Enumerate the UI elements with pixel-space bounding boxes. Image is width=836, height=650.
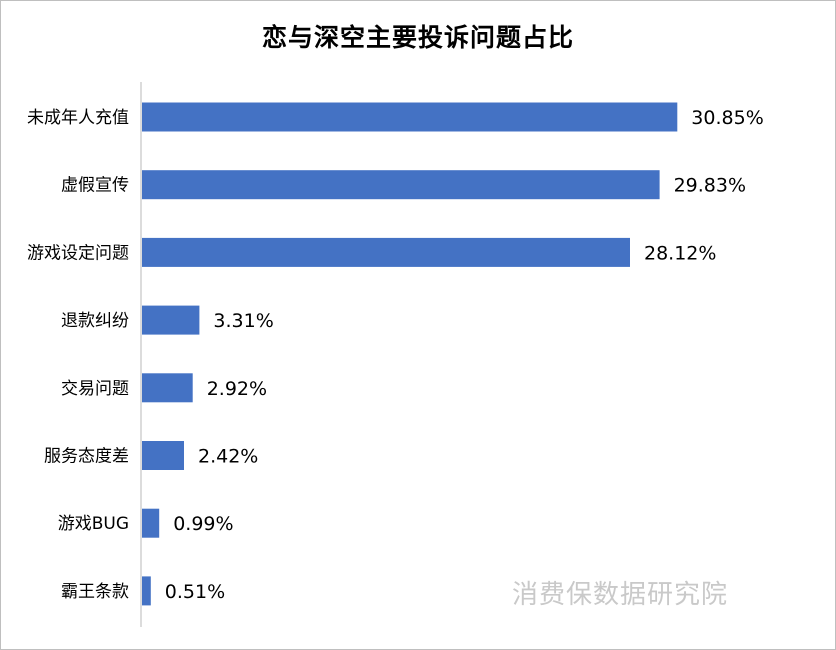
value-label: 30.85% — [691, 107, 763, 129]
bar-2 — [142, 237, 630, 267]
value-label: 29.83% — [674, 175, 746, 197]
category-label: 退款纠纷 — [61, 311, 129, 331]
category-label: 游戏设定问题 — [27, 243, 129, 263]
category-label: 交易问题 — [61, 379, 129, 399]
bar-7 — [142, 576, 151, 606]
bars-group: 未成年人充值 30.85% 虚假宣传 29.83% 游戏设定问题 28.12% 退款纠纷 3.… — [27, 102, 764, 606]
category-label: 服务态度差 — [44, 447, 129, 467]
value-label: 0.99% — [173, 513, 233, 535]
bar-3 — [142, 305, 200, 335]
category-label: 虚假宣传 — [61, 176, 129, 196]
value-label: 0.51% — [165, 581, 225, 603]
watermark-text: 消费保数据研究院 — [512, 580, 729, 610]
bar-1 — [142, 170, 660, 200]
bar-0 — [142, 102, 678, 132]
bar-4 — [142, 373, 193, 403]
category-label: 游戏BUG — [58, 514, 129, 534]
value-label: 3.31% — [213, 310, 273, 332]
category-label: 霸王条款 — [61, 582, 129, 602]
value-label: 28.12% — [644, 242, 716, 264]
bar-5 — [142, 441, 184, 470]
category-label: 未成年人充值 — [27, 108, 129, 128]
value-label: 2.92% — [207, 378, 267, 400]
value-label: 2.42% — [198, 446, 258, 468]
chart-title: 恋与深空主要投诉问题占比 — [261, 23, 574, 52]
bar-6 — [142, 508, 160, 538]
